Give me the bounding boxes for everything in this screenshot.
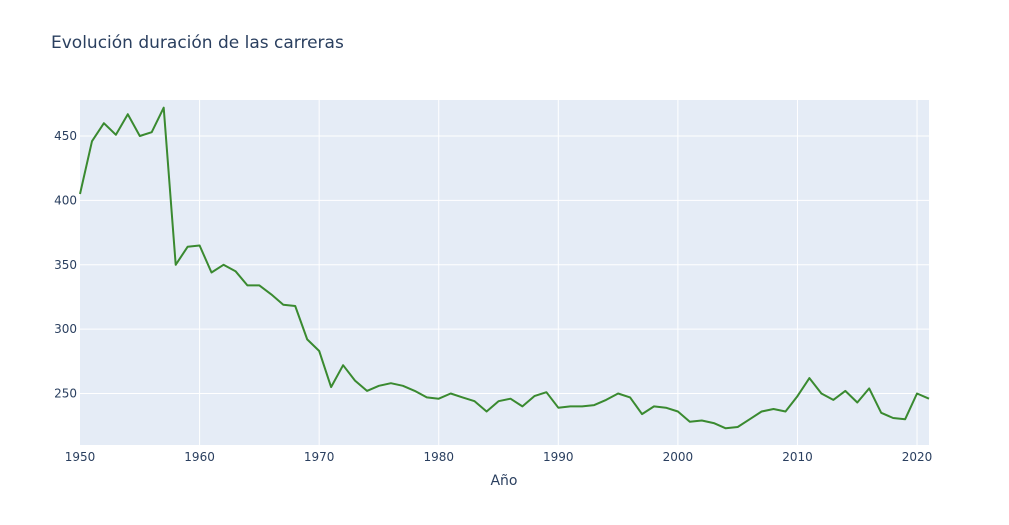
- x-tick-label: 2020: [902, 450, 933, 464]
- data-series: [79, 106, 930, 430]
- axis-ticks: 1950 1960 1970 1980 1990 2000 2010 2020 250 300 35…: [54, 129, 932, 464]
- series-line: [79, 106, 930, 430]
- x-tick-label: 1960: [184, 450, 215, 464]
- gridlines: [80, 100, 929, 445]
- x-tick-label: 2000: [663, 450, 694, 464]
- y-tick-label: 250: [54, 387, 77, 401]
- y-tick-label: 450: [54, 129, 77, 143]
- y-tick-label: 350: [54, 258, 77, 272]
- x-tick-label: 1980: [423, 450, 454, 464]
- x-tick-label: 1990: [543, 450, 574, 464]
- x-axis-title: Año: [490, 473, 517, 489]
- x-tick-label: 2010: [782, 450, 813, 464]
- plot-background: [80, 100, 929, 445]
- y-tick-label: 300: [54, 322, 77, 336]
- x-tick-label: 1970: [304, 450, 335, 464]
- chart-title: Evolución duración de las carreras: [51, 33, 344, 53]
- y-tick-label: 400: [54, 193, 77, 207]
- x-tick-label: 1950: [65, 450, 96, 464]
